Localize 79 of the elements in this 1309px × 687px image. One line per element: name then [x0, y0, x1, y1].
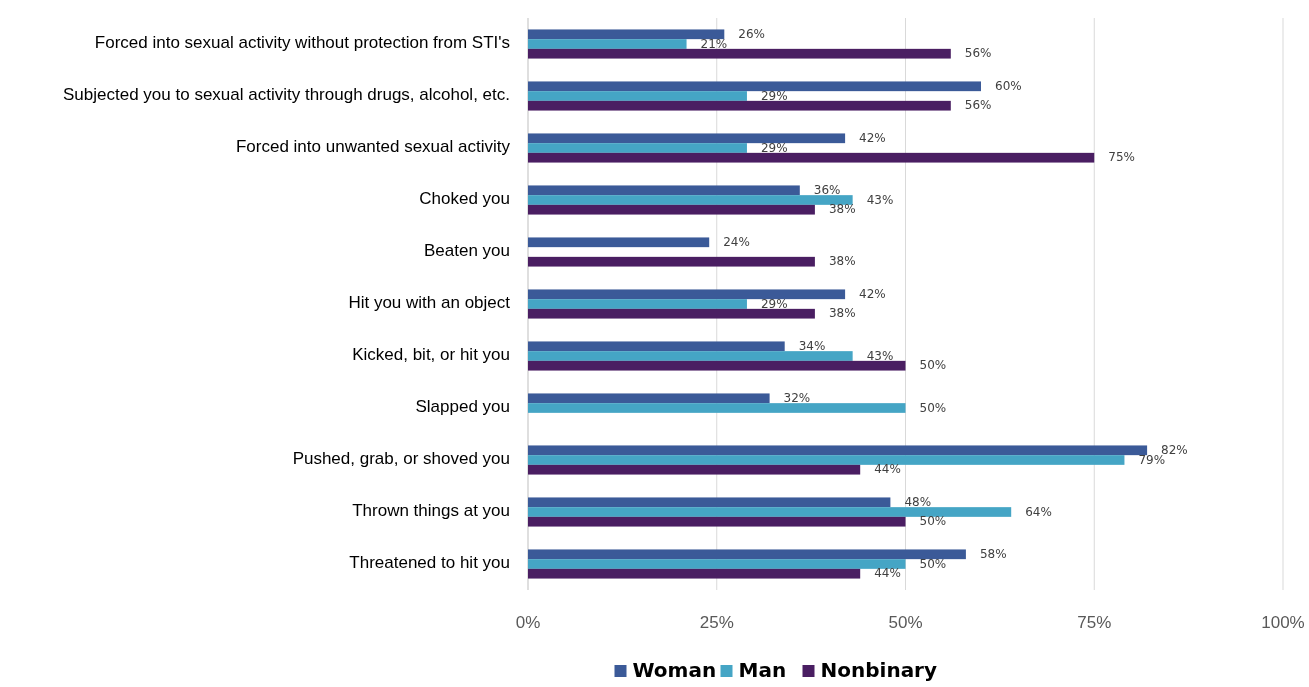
data-label: 26%	[738, 26, 765, 41]
bar	[528, 91, 747, 101]
bar	[528, 299, 747, 309]
data-label: 43%	[866, 348, 894, 363]
data-label: 44%	[874, 462, 901, 477]
data-label: 56%	[964, 46, 992, 61]
bar	[528, 29, 725, 40]
data-label: 60%	[995, 78, 1022, 93]
bar	[528, 81, 981, 92]
bar	[528, 393, 770, 404]
legend-label: Woman	[632, 657, 717, 682]
bar	[528, 341, 785, 352]
y-tick-label: Subjected you to sexual activity through drugs, alcohol, etc.	[63, 85, 510, 105]
bar	[528, 308, 815, 319]
x-tick-label: 75%	[1077, 613, 1112, 632]
data-label: 50%	[919, 556, 947, 571]
y-tick-label: Beaten you	[423, 241, 510, 261]
data-label: 56%	[964, 98, 992, 113]
y-tick-label: Thrown things at you	[352, 501, 510, 521]
data-label: 44%	[874, 566, 901, 581]
data-label: 75%	[1108, 150, 1135, 165]
bar	[528, 559, 906, 569]
y-tick-label: Slapped you	[415, 397, 510, 417]
data-label: 42%	[859, 286, 886, 301]
bar	[528, 360, 906, 371]
bar	[528, 204, 815, 215]
data-label: 21%	[700, 36, 728, 51]
y-tick-label: Forced into unwanted sexual activity	[235, 137, 511, 157]
bar	[528, 289, 846, 300]
bar	[528, 507, 1012, 517]
legend-label: Man	[738, 657, 787, 682]
bar	[528, 464, 861, 475]
y-tick-label: Kicked, bit, or hit you	[352, 345, 510, 365]
x-tick-label: 50%	[888, 613, 923, 632]
bar	[528, 549, 966, 560]
bar	[528, 100, 951, 111]
bar	[528, 497, 891, 508]
x-tick-label: 0%	[515, 613, 541, 632]
data-label: 58%	[979, 546, 1007, 561]
data-label: 34%	[798, 338, 826, 353]
data-label: 38%	[828, 202, 856, 217]
data-label: 64%	[1025, 504, 1052, 519]
y-tick-label: Threatened to hit you	[349, 553, 510, 573]
bar	[528, 455, 1125, 465]
bar	[528, 351, 853, 361]
data-label: 38%	[828, 254, 856, 269]
bar	[528, 185, 800, 196]
bar	[528, 256, 815, 267]
bar	[528, 403, 906, 413]
data-label: 42%	[859, 130, 886, 145]
data-label: 48%	[904, 494, 932, 509]
data-label: 32%	[783, 390, 811, 405]
data-label: 50%	[919, 514, 947, 529]
legend-label: Nonbinary	[820, 657, 938, 682]
bar	[528, 39, 687, 49]
data-label: 29%	[760, 88, 788, 103]
x-tick-label: 100%	[1261, 613, 1305, 632]
bar	[528, 133, 846, 144]
y-tick-label: Forced into sexual activity without protection from STI's	[94, 33, 510, 53]
y-tick-label: Hit you with an object	[348, 293, 511, 313]
data-label: 43%	[866, 192, 894, 207]
bar	[528, 568, 861, 579]
y-tick-label: Choked you	[419, 189, 510, 209]
data-label: 79%	[1138, 452, 1166, 467]
y-tick-label: Pushed, grab, or shoved you	[292, 449, 510, 469]
data-label: 50%	[919, 400, 947, 415]
bar	[528, 516, 906, 527]
data-label: 24%	[723, 234, 750, 249]
bar	[528, 143, 747, 153]
data-label: 50%	[919, 358, 947, 373]
data-label: 29%	[760, 296, 788, 311]
data-label: 29%	[760, 140, 788, 155]
bar	[528, 195, 853, 205]
bar	[528, 152, 1095, 163]
x-tick-label: 25%	[699, 613, 734, 632]
bar	[528, 48, 951, 59]
data-label: 38%	[828, 306, 856, 321]
bar	[528, 237, 710, 248]
data-label: 36%	[813, 182, 841, 197]
